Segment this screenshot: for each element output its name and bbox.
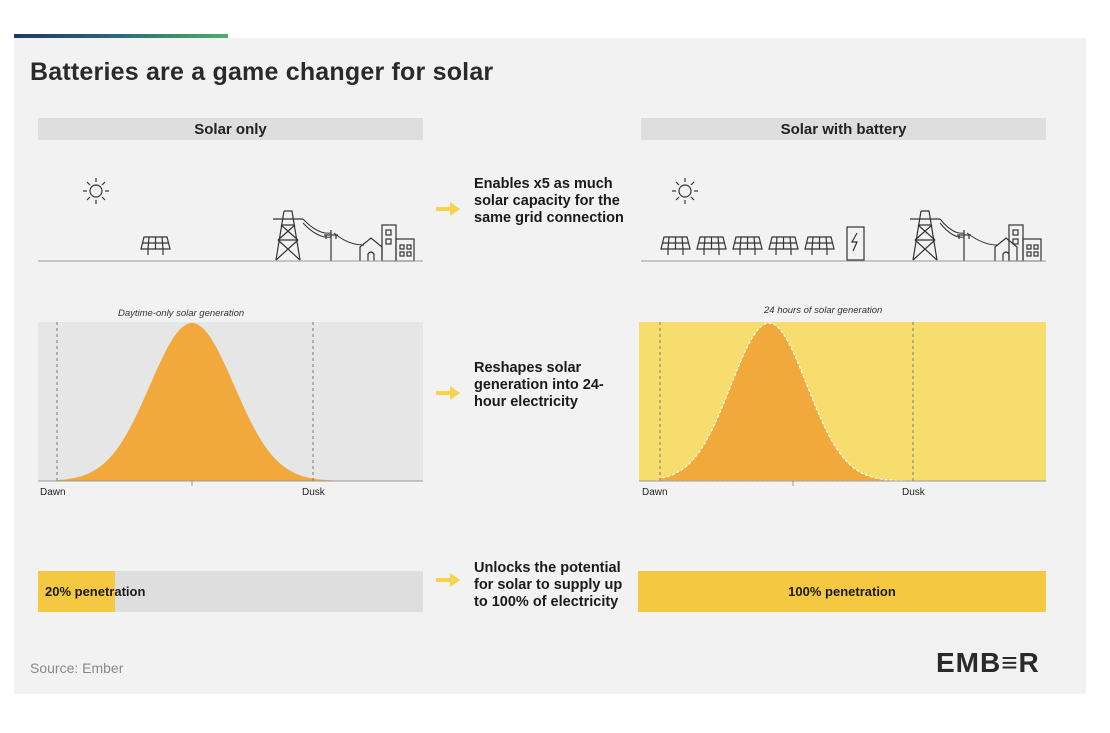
24-hour-generation-chart [639, 322, 1046, 486]
chart-caption-right: 24 hours of solar generation [764, 305, 883, 316]
building-icon [381, 224, 415, 262]
house-icon [359, 237, 383, 261]
curve-outline [659, 322, 914, 482]
arrow-icon [436, 386, 460, 400]
battery-icon [846, 226, 865, 261]
power-line [939, 218, 998, 246]
penetration-bar-left [38, 571, 423, 612]
penetration-label-right: 100% penetration [788, 584, 896, 599]
solar-with-battery-scene [641, 178, 1046, 262]
column-header-solar-with-battery: Solar with battery [641, 118, 1046, 140]
column-header-solar-only: Solar only [38, 118, 423, 140]
solar-generation-curve [57, 323, 423, 481]
transmission-tower-icon [273, 210, 303, 261]
x-label-dusk: Dusk [902, 487, 925, 498]
chart-caption-left: Daytime-only solar generation [118, 308, 245, 319]
solar-panel-icon [732, 236, 763, 255]
penetration-fill [38, 571, 115, 612]
daytime-generation-chart [38, 322, 423, 486]
accent-line [14, 34, 228, 38]
x-label-dawn: Dawn [642, 487, 668, 498]
solar-panel-icon [140, 236, 171, 255]
solar-panel-icon [660, 236, 691, 255]
ember-logo: EMB≡R [936, 647, 1040, 678]
power-pole-icon [324, 230, 338, 261]
house-icon [994, 237, 1018, 261]
x-label-dawn: Dawn [40, 487, 66, 498]
source-note: Source: Ember [30, 660, 124, 676]
sun-icon [83, 178, 109, 204]
solar-generation-curve [660, 323, 913, 481]
benefit-24-hour: Reshapes solar generation into 24-hour e… [474, 360, 604, 410]
penetration-fill [638, 571, 1046, 612]
solar-panel-icon [768, 236, 799, 255]
power-pole-icon [957, 230, 971, 261]
transmission-tower-icon [910, 210, 940, 261]
sun-icon [672, 178, 698, 204]
solar-panel-icon [804, 236, 835, 255]
page-title: Batteries are a game changer for solar [30, 58, 494, 86]
arrow-icon [436, 573, 460, 587]
x-label-dusk: Dusk [302, 487, 325, 498]
penetration-bar-right [638, 571, 1046, 612]
building-icon [1008, 224, 1042, 262]
benefit-grid-capacity: Enables x5 as much solar capacity for th… [474, 176, 624, 226]
power-line [302, 218, 365, 246]
arrow-icon [436, 202, 460, 216]
solar-only-scene [38, 178, 423, 262]
solar-panel-icon [696, 236, 727, 255]
penetration-label-left: 20% penetration [45, 584, 146, 599]
benefit-penetration: Unlocks the potential for solar to suppl… [474, 560, 623, 610]
